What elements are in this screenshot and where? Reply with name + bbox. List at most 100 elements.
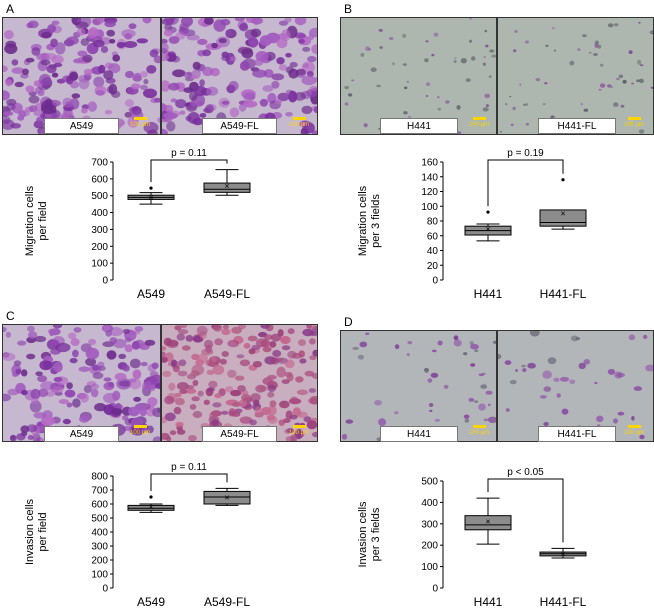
y-tick-label: 0 — [102, 584, 108, 595]
y-tick-label: 200 — [421, 541, 438, 552]
y-tick-label: 0 — [432, 584, 438, 595]
significance-bracket — [487, 159, 564, 207]
box-iqr — [203, 182, 251, 193]
mean-marker: × — [485, 517, 490, 527]
outlier-point — [486, 210, 490, 214]
y-axis-label: Invasion cellsper field — [24, 498, 49, 565]
image-label: H441 — [380, 426, 458, 442]
significance-bracket — [487, 478, 564, 543]
scale-bar — [628, 425, 641, 428]
micrograph-texture — [3, 325, 160, 441]
mean-marker: × — [148, 192, 153, 202]
panel-letter-d: D — [344, 315, 353, 329]
mean-marker: × — [148, 502, 153, 512]
micrograph-texture — [341, 18, 496, 134]
box-plot-migration-a549: 0 100 200 300 400 500 600 700 Migration cellsper… — [24, 148, 251, 300]
y-tick-label: 120 — [421, 187, 438, 198]
y-tick-label: 100 — [91, 259, 108, 270]
micrograph-texture — [162, 18, 317, 134]
p-value-annotation: p = 0.11 — [171, 462, 207, 473]
micrograph-h441-fl-migration — [497, 17, 654, 135]
y-tick-label: 100 — [421, 562, 438, 573]
image-label: H441-FL — [538, 426, 616, 442]
image-label: H441-FL — [538, 118, 616, 134]
box-iqr — [203, 490, 251, 505]
scale-bar — [473, 425, 486, 428]
y-tick-label: 200 — [91, 242, 108, 253]
y-tick-label: 600 — [91, 500, 108, 511]
y-tick-label: 40 — [427, 246, 439, 257]
y-tick-label: 160 — [421, 158, 438, 169]
p-value-annotation: p < 0.05 — [507, 467, 544, 478]
p-value-annotation: p = 0.11 — [171, 148, 207, 159]
y-tick-label: 100 — [91, 570, 108, 581]
scale-bar — [293, 425, 306, 428]
y-tick-label: 500 — [421, 477, 438, 488]
micrograph-a549-fl-migration — [161, 17, 318, 135]
scale-bar — [134, 425, 147, 428]
outlier-point — [561, 178, 565, 182]
image-label: H441 — [380, 118, 458, 134]
micrograph-a549-migration — [2, 17, 161, 135]
y-tick-label: 0 — [102, 276, 108, 287]
scale-bar — [628, 117, 641, 120]
micrograph-texture — [341, 331, 496, 441]
mean-marker: × — [560, 549, 565, 559]
y-axis-label: Migration cellsper field — [24, 185, 49, 256]
mean-marker: × — [560, 209, 565, 219]
x-category-label: A549 — [137, 595, 165, 609]
y-tick-label: 300 — [91, 225, 108, 236]
scale-label: 100 μm — [624, 122, 645, 128]
x-category-label: H441 — [474, 595, 503, 609]
image-label: A549-FL — [202, 118, 277, 134]
y-axis-label: Invasion cellsper 3 fields — [357, 501, 382, 568]
x-category-label: H441-FL — [540, 287, 587, 300]
y-tick-label: 700 — [91, 486, 108, 497]
significance-bracket — [150, 473, 228, 491]
micrograph-a549-fl-invasion — [161, 324, 318, 442]
panel-letter-a: A — [6, 2, 15, 16]
x-category-label: A549-FL — [204, 287, 250, 300]
micrograph-h441-migration — [340, 17, 497, 135]
y-tick-label: 300 — [91, 542, 108, 553]
scale-bar — [293, 117, 306, 120]
outlier-point — [149, 186, 153, 190]
micrograph-h441-invasion — [340, 330, 497, 442]
image-label: A549 — [44, 426, 119, 442]
scale-bar — [473, 117, 486, 120]
scale-label: 100 μm — [624, 430, 645, 436]
image-label: A549 — [44, 118, 119, 134]
scale-label: 100 μm — [469, 122, 490, 128]
y-tick-label: 20 — [427, 261, 439, 272]
y-tick-label: 300 — [421, 519, 438, 530]
y-axis-label: Migration cellsper 3 fields — [357, 185, 382, 256]
y-tick-label: 600 — [91, 174, 108, 185]
scale-label: 100 μm — [130, 430, 151, 436]
micrograph-texture — [162, 325, 317, 441]
mean-marker: × — [224, 181, 229, 191]
y-tick-label: 100 — [421, 202, 438, 213]
micrograph-texture — [498, 18, 653, 134]
scale-label: 100 μm — [289, 430, 310, 436]
x-category-label: A549 — [137, 287, 165, 300]
outlier-point — [149, 495, 153, 499]
x-category-label: H441 — [474, 287, 503, 300]
y-tick-label: 500 — [91, 191, 108, 202]
scale-label: 100 μm — [130, 122, 151, 128]
scale-label: 100 μm — [469, 430, 490, 436]
image-label: A549-FL — [202, 426, 277, 442]
y-tick-label: 400 — [421, 498, 438, 509]
mean-marker: × — [485, 224, 490, 234]
x-category-label: H441-FL — [540, 595, 587, 609]
mean-marker: × — [224, 492, 229, 502]
scale-bar — [134, 117, 147, 120]
panel-letter-b: B — [344, 2, 353, 16]
y-tick-label: 60 — [427, 231, 439, 242]
y-tick-label: 800 — [91, 472, 108, 483]
y-tick-label: 400 — [91, 528, 108, 539]
box-plot-migration-h441: 0 20 40 60 80 100 120 140 160 Migration cellsper … — [357, 148, 587, 300]
y-tick-label: 500 — [91, 514, 108, 525]
y-tick-label: 140 — [421, 172, 438, 183]
panel-letter-c: C — [6, 309, 15, 323]
x-category-label: A549-FL — [204, 595, 250, 609]
